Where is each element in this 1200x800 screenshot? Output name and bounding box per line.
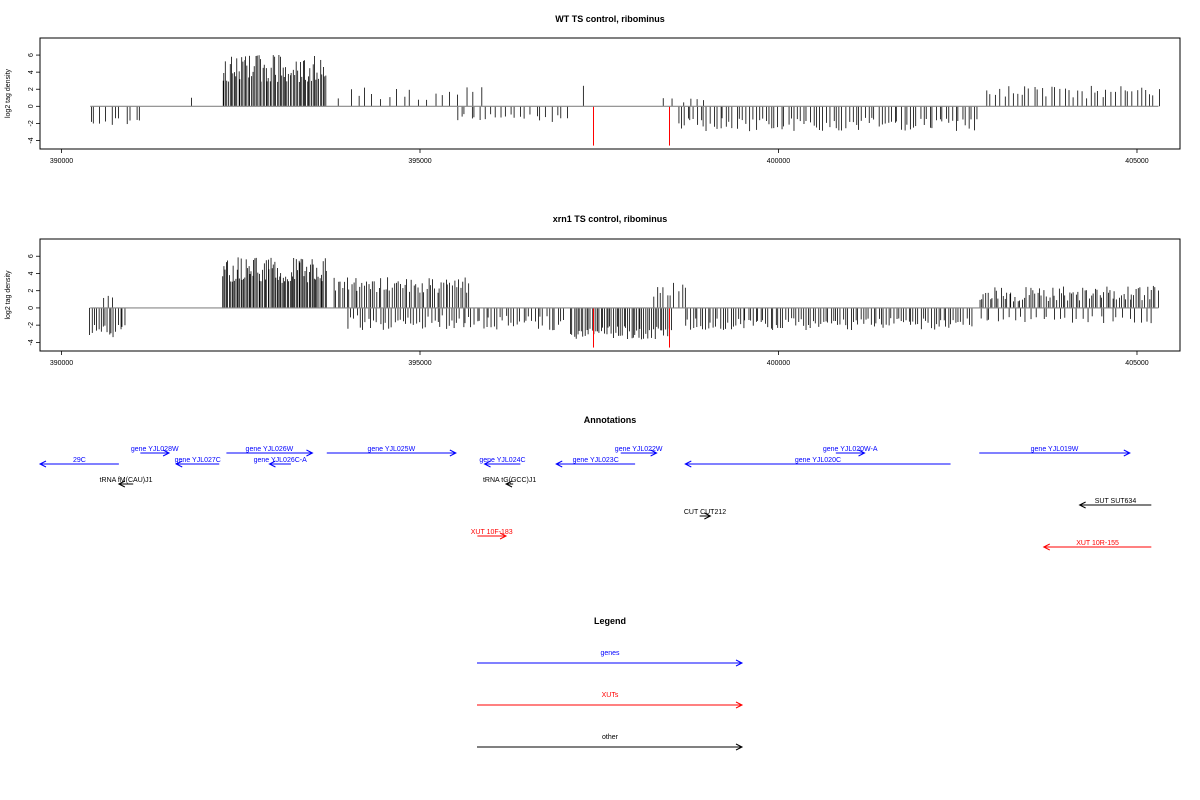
legend-item-label: XUTs (602, 692, 619, 699)
legend-item-arrowhead (735, 743, 744, 751)
feature-label: gene YJL024C (479, 457, 525, 464)
y-tick-label: 4 (28, 70, 35, 74)
legend-item-label: genes (600, 650, 620, 657)
y-tick-label: -2 (28, 322, 35, 328)
y-tick-label: 2 (28, 87, 35, 91)
feature-label: gene YJL028W (131, 446, 179, 453)
feature-arrowhead (1078, 501, 1086, 509)
x-tick-label: 395000 (408, 360, 431, 367)
feature-arrowhead (704, 512, 712, 520)
feature-arrowhead (268, 460, 276, 468)
wt-track-panel: WT TS control, ribominus log2 tag density… (5, 14, 1181, 165)
feature-arrowhead (499, 532, 508, 540)
feature-arrowhead (483, 460, 491, 468)
feature-label: SUT SUT634 (1095, 498, 1137, 505)
x-tick-label: 400000 (767, 158, 790, 165)
y-tick-label: 4 (28, 271, 35, 275)
x-tick-label: 390000 (50, 158, 73, 165)
y-tick-label: 6 (28, 254, 35, 258)
y-tick-label: -4 (28, 339, 35, 345)
y-tick-label: 0 (28, 104, 35, 108)
feature-label: CUT CUT212 (684, 509, 726, 516)
feature-label: tRNA tG(GCC)J1 (483, 477, 536, 484)
feature-label: gene YJL026W (246, 446, 294, 453)
feature-label: gene YJL026C-A (254, 457, 308, 464)
y-axis-label: log2 tag density (5, 270, 12, 320)
legend-item-label: other (602, 734, 619, 741)
legend-item-arrowhead (735, 701, 744, 709)
x-tick-label: 395000 (408, 158, 431, 165)
feature-arrowhead (858, 449, 866, 457)
feature-label: gene YJL020W-A (823, 446, 878, 453)
x-tick-label: 405000 (1125, 158, 1148, 165)
feature-label: tRNA fM(CAU)J1 (100, 477, 153, 484)
density-bars (91, 54, 1160, 132)
feature-arrowhead (306, 449, 314, 457)
feature-arrowhead (684, 460, 692, 468)
plot-frame (39, 37, 1181, 150)
y-tick-label: -4 (28, 137, 35, 143)
y-tick-label: 2 (28, 289, 35, 293)
plot-frame (39, 238, 1181, 352)
feature-label: gene YJL020C (795, 457, 841, 464)
feature-arrowhead (555, 460, 563, 468)
feature-label: gene YJL022W (615, 446, 663, 453)
density-bars (89, 257, 1159, 340)
chart-title: xrn1 TS control, ribominus (553, 214, 668, 224)
y-tick-label: -2 (28, 120, 35, 126)
annotations-panel: Annotations 29C gene YJL028W gene YJL027C ge… (38, 415, 1152, 551)
feature-label: gene YJL019W (1031, 446, 1079, 453)
feature-label: XUT 10F-183 (471, 529, 513, 536)
legend-title: Legend (594, 616, 626, 626)
x-tick-label: 390000 (50, 360, 73, 367)
feature-label: XUT 10R-155 (1076, 540, 1119, 547)
y-tick-label: 0 (28, 306, 35, 310)
feature-arrowhead (175, 460, 183, 468)
feature-arrowhead (504, 480, 513, 488)
y-tick-label: 6 (28, 53, 35, 57)
y-axis-label: log2 tag density (5, 68, 12, 118)
feature-label: 29C (73, 457, 86, 464)
feature-arrowhead (650, 449, 658, 457)
feature-label: gene YJL027C (175, 457, 221, 464)
feature-arrowhead (1042, 543, 1050, 551)
legend-panel: Legend genes XUTs other (477, 616, 744, 751)
chart-title: WT TS control, ribominus (555, 14, 665, 24)
x-tick-label: 400000 (767, 360, 790, 367)
feature-arrowhead (117, 480, 126, 488)
feature-arrowhead (38, 460, 47, 468)
feature-arrowhead (1123, 449, 1131, 457)
xrn1-track-panel: xrn1 TS control, ribominus log2 tag densi… (5, 214, 1181, 367)
feature-label: gene YJL023C (573, 457, 619, 464)
feature-arrowhead (162, 449, 171, 457)
feature-arrowhead (449, 449, 457, 457)
annotations-title: Annotations (584, 415, 637, 425)
feature-label: gene YJL025W (367, 446, 415, 453)
x-tick-label: 405000 (1125, 360, 1148, 367)
legend-item-arrowhead (735, 659, 744, 667)
